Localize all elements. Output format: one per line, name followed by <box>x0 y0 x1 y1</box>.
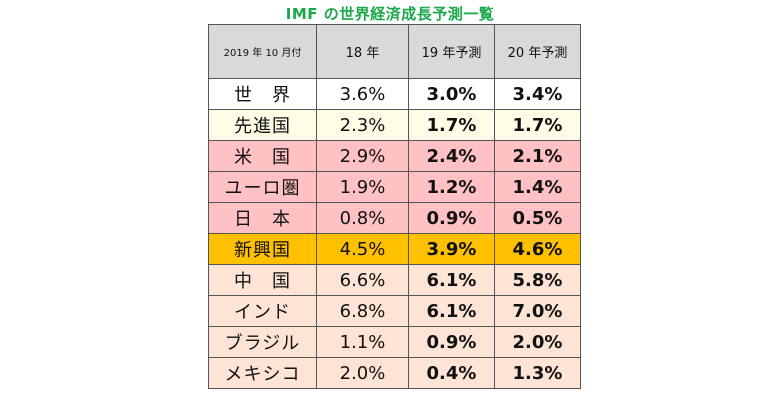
country-name: ユーロ圏 <box>208 171 317 203</box>
value-2018: 2.0% <box>316 357 409 389</box>
value-2018: 3.6% <box>316 78 409 110</box>
value-2018: 4.5% <box>316 233 409 265</box>
forecast-table: 2019 年 10 月付 18 年 19 年予測 20 年予測 世 界 3.6%… <box>208 24 581 389</box>
header-2019-forecast: 19 年予測 <box>408 24 495 79</box>
value-2019: 1.7% <box>408 109 495 141</box>
country-name: ブラジル <box>208 326 317 358</box>
value-2018: 6.8% <box>316 295 409 327</box>
header-2018: 18 年 <box>316 24 409 79</box>
value-2019: 1.2% <box>408 171 495 203</box>
table-row: ユーロ圏 1.9% 1.2% 1.4% <box>208 171 581 203</box>
value-2020: 2.1% <box>494 140 581 172</box>
table-row: 新興国 4.5% 3.9% 4.6% <box>208 233 581 265</box>
table-row: 日 本 0.8% 0.9% 0.5% <box>208 202 581 234</box>
value-2019: 6.1% <box>408 264 495 296</box>
value-2020: 5.8% <box>494 264 581 296</box>
country-name: 米 国 <box>208 140 317 172</box>
value-2018: 2.3% <box>316 109 409 141</box>
country-name: 先進国 <box>208 109 317 141</box>
header-row: 2019 年 10 月付 18 年 19 年予測 20 年予測 <box>208 24 581 79</box>
value-2018: 1.9% <box>316 171 409 203</box>
value-2018: 1.1% <box>316 326 409 358</box>
page-title: IMF の世界経済成長予測一覧 <box>285 5 495 23</box>
value-2020: 0.5% <box>494 202 581 234</box>
table-row: メキシコ 2.0% 0.4% 1.3% <box>208 357 581 389</box>
table-row: ブラジル 1.1% 0.9% 2.0% <box>208 326 581 358</box>
value-2020: 1.3% <box>494 357 581 389</box>
value-2019: 3.0% <box>408 78 495 110</box>
country-name: 世 界 <box>208 78 317 110</box>
value-2020: 1.7% <box>494 109 581 141</box>
value-2020: 1.4% <box>494 171 581 203</box>
value-2020: 2.0% <box>494 326 581 358</box>
header-date: 2019 年 10 月付 <box>208 24 317 79</box>
value-2020: 7.0% <box>494 295 581 327</box>
value-2019: 0.9% <box>408 202 495 234</box>
table-row: 米 国 2.9% 2.4% 2.1% <box>208 140 581 172</box>
value-2020: 4.6% <box>494 233 581 265</box>
country-name: 日 本 <box>208 202 317 234</box>
country-name: メキシコ <box>208 357 317 389</box>
value-2019: 0.4% <box>408 357 495 389</box>
country-name: 中 国 <box>208 264 317 296</box>
table-row: 中 国 6.6% 6.1% 5.8% <box>208 264 581 296</box>
value-2019: 2.4% <box>408 140 495 172</box>
table-row: 世 界 3.6% 3.0% 3.4% <box>208 78 581 110</box>
value-2019: 0.9% <box>408 326 495 358</box>
value-2019: 3.9% <box>408 233 495 265</box>
table-row: インド 6.8% 6.1% 7.0% <box>208 295 581 327</box>
value-2018: 2.9% <box>316 140 409 172</box>
table-row: 先進国 2.3% 1.7% 1.7% <box>208 109 581 141</box>
value-2020: 3.4% <box>494 78 581 110</box>
value-2018: 6.6% <box>316 264 409 296</box>
header-2020-forecast: 20 年予測 <box>494 24 581 79</box>
value-2019: 6.1% <box>408 295 495 327</box>
country-name: 新興国 <box>208 233 317 265</box>
country-name: インド <box>208 295 317 327</box>
value-2018: 0.8% <box>316 202 409 234</box>
